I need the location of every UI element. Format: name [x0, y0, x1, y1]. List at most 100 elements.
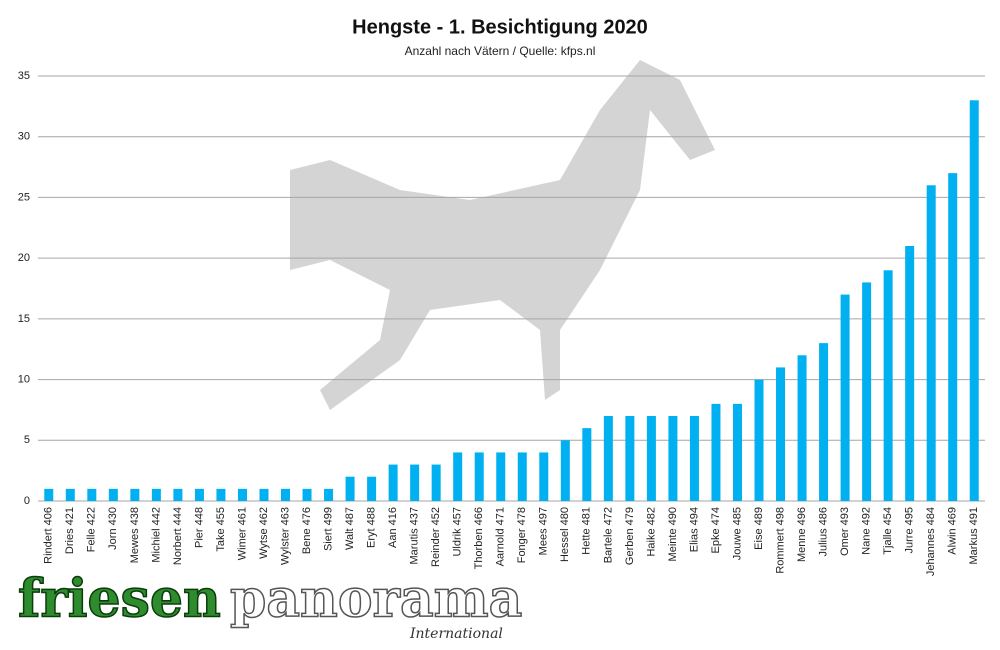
- y-tick-label: 5: [24, 434, 30, 446]
- bar: [819, 343, 829, 501]
- bar: [173, 488, 183, 501]
- x-tick-label: Felle 422: [86, 507, 98, 552]
- x-tick-label: Alwin 469: [947, 507, 959, 555]
- logo: friesen panorama International: [17, 568, 523, 642]
- bar: [453, 452, 463, 501]
- x-tick-label: Wylster 463: [279, 507, 291, 565]
- chart-title: Hengste - 1. Besichtigung 2020: [352, 16, 648, 38]
- x-tick-label: Jehannes 484: [925, 507, 937, 576]
- x-tick-label: Mewes 438: [129, 507, 141, 563]
- x-tick-label: Thorben 466: [473, 507, 485, 569]
- bar: [732, 403, 742, 501]
- x-tick-label: Omer 493: [839, 507, 851, 556]
- x-tick-label: Haike 482: [645, 507, 657, 557]
- y-tick-label: 30: [18, 131, 30, 143]
- x-tick-label: Jouwe 485: [731, 507, 743, 560]
- x-tick-label: Walt 487: [344, 507, 356, 550]
- bar: [883, 270, 893, 501]
- bar: [776, 367, 786, 501]
- x-tick-label: Uldrik 457: [452, 507, 464, 557]
- bar: [259, 488, 269, 501]
- x-tick-label: Julius 486: [817, 507, 829, 557]
- x-tick-label: Dries 421: [64, 507, 76, 554]
- bar: [410, 464, 420, 501]
- bar: [87, 488, 97, 501]
- x-tick-label: Siert 499: [322, 507, 334, 551]
- x-tick-label: Norbert 444: [172, 507, 184, 565]
- bar: [646, 416, 656, 501]
- bar: [496, 452, 506, 501]
- watermark: [290, 60, 715, 410]
- x-tick-label: Jurre 495: [904, 507, 916, 553]
- x-tick-label: Fonger 478: [516, 507, 528, 563]
- bar: [44, 488, 54, 501]
- bar: [797, 355, 807, 501]
- bar: [905, 246, 915, 501]
- chart-subtitle: Anzahl nach Vätern / Quelle: kfps.nl: [405, 44, 596, 58]
- x-tick-label: Wimer 461: [236, 507, 248, 560]
- bar: [431, 464, 441, 501]
- logo-tagline: International: [409, 626, 503, 642]
- x-tick-label: Rommert 498: [774, 507, 786, 574]
- bar: [582, 428, 592, 501]
- x-tick-label: Eryt 488: [366, 507, 378, 548]
- x-tick-label: Hette 481: [581, 507, 593, 555]
- x-tick-label: Pier 448: [193, 507, 205, 548]
- bar: [130, 488, 140, 501]
- bar: [840, 294, 850, 501]
- bar: [948, 173, 958, 501]
- x-tick-label: Michiel 442: [150, 507, 162, 563]
- bar: [862, 282, 872, 501]
- y-tick-label: 20: [18, 252, 30, 264]
- x-tick-label: Reinder 452: [430, 507, 442, 567]
- bar: [926, 185, 936, 502]
- bar: [560, 440, 570, 501]
- bar: [689, 416, 699, 501]
- x-tick-label: Meinte 490: [667, 507, 679, 561]
- bar: [969, 100, 979, 502]
- x-tick-label: Nane 492: [861, 507, 873, 555]
- x-tick-label: Bartele 472: [602, 507, 614, 563]
- x-tick-label: Wytse 462: [258, 507, 270, 559]
- x-tick-label: Jorn 430: [107, 507, 119, 550]
- bar: [474, 452, 484, 501]
- bar: [345, 476, 355, 501]
- y-tick-label: 15: [18, 313, 30, 325]
- y-tick-label: 35: [18, 70, 30, 82]
- bar: [754, 379, 764, 501]
- bar: [539, 452, 549, 501]
- logo-word: panorama: [230, 569, 522, 630]
- bar: [603, 416, 613, 501]
- bar: [625, 416, 635, 501]
- y-tick-label: 0: [24, 495, 30, 507]
- y-tick-label: 10: [18, 373, 30, 385]
- y-tick-label: 25: [18, 191, 30, 203]
- logo-word: friesen: [18, 569, 221, 630]
- x-tick-label: Hessel 480: [559, 507, 571, 562]
- x-tick-label: Gerben 479: [624, 507, 636, 565]
- x-tick-label: Eise 489: [753, 507, 765, 550]
- x-tick-label: Aarnold 471: [495, 507, 507, 566]
- bar: [711, 403, 721, 501]
- bar: [668, 416, 678, 501]
- x-tick-label: Elias 494: [688, 507, 700, 552]
- bar: [281, 488, 291, 501]
- bar: [367, 476, 377, 501]
- x-tick-label: Aan 416: [387, 507, 399, 548]
- x-tick-label: Marutis 437: [409, 507, 421, 564]
- x-tick-label: Take 455: [215, 507, 227, 552]
- bar: [194, 488, 204, 501]
- x-tick-label: Markus 491: [968, 507, 980, 564]
- bar: [517, 452, 527, 501]
- bar: [108, 488, 118, 501]
- bar: [388, 464, 398, 501]
- bar: [324, 488, 334, 501]
- x-tick-label: Bene 476: [301, 507, 313, 554]
- bar: [302, 488, 312, 501]
- bar: [65, 488, 75, 501]
- bar: [216, 488, 226, 501]
- x-tick-label: Tjalle 454: [882, 507, 894, 555]
- x-tick-label: Menne 496: [796, 507, 808, 562]
- x-tick-label: Rindert 406: [43, 507, 55, 564]
